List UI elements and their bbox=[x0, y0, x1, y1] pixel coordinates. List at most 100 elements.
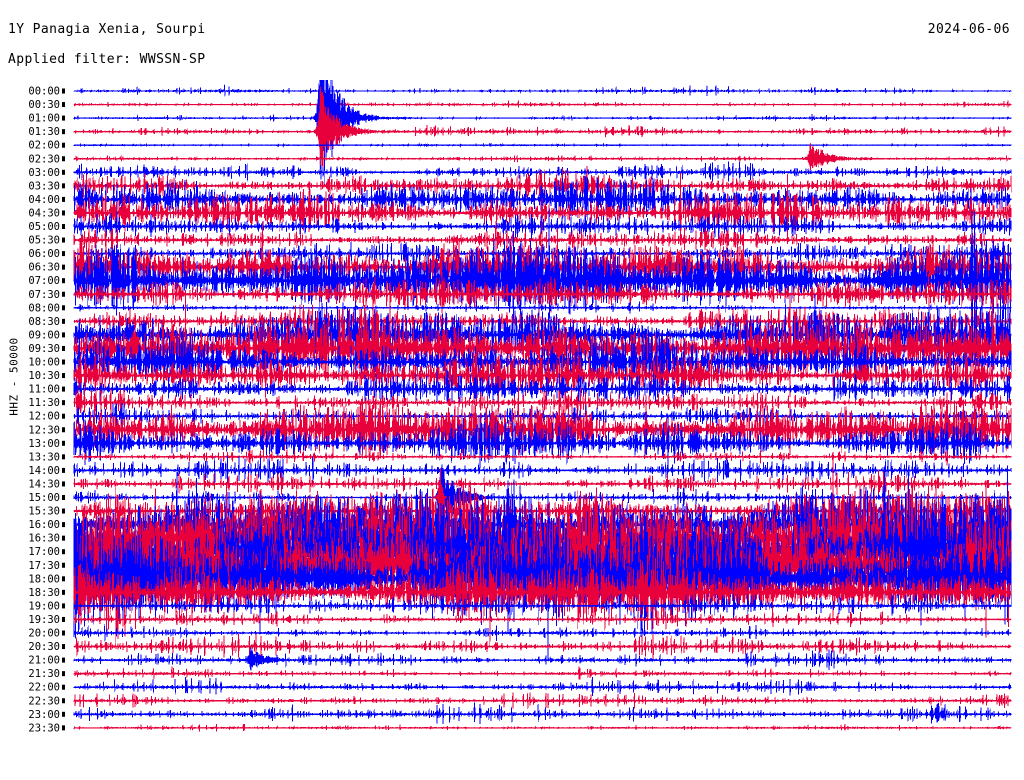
axis-tick-mark bbox=[62, 616, 65, 622]
trace-waveform bbox=[73, 84, 1012, 97]
trace-waveform bbox=[73, 145, 1012, 168]
time-tick-label: 22:30 bbox=[28, 695, 60, 707]
applied-filter-label: Applied filter: WWSSN-SP bbox=[8, 52, 206, 67]
time-tick-label: 09:30 bbox=[28, 343, 60, 355]
time-tick-label: 17:00 bbox=[28, 546, 60, 558]
axis-tick-mark bbox=[62, 549, 65, 555]
time-tick-label: 22:00 bbox=[28, 682, 60, 694]
axis-tick-mark bbox=[62, 698, 65, 704]
time-tick-label: 18:30 bbox=[28, 587, 60, 599]
trace-waveform bbox=[73, 166, 1012, 202]
time-tick-label: 01:30 bbox=[28, 126, 60, 138]
axis-tick-mark bbox=[62, 508, 65, 514]
trace-waveform bbox=[73, 175, 1012, 221]
time-tick-label: 13:30 bbox=[28, 451, 60, 463]
trace-waveform bbox=[73, 211, 1012, 240]
trace-waveform bbox=[73, 80, 1012, 186]
time-tick-label: 02:00 bbox=[28, 140, 60, 152]
trace-waveform bbox=[73, 677, 1012, 696]
trace-waveform bbox=[73, 448, 1012, 464]
trace-waveform bbox=[73, 207, 1012, 354]
axis-tick-mark bbox=[62, 535, 65, 541]
trace-waveform bbox=[73, 286, 1012, 379]
time-tick-label: 08:30 bbox=[28, 316, 60, 328]
time-tick-label: 20:00 bbox=[28, 628, 60, 640]
time-tick-label: 17:30 bbox=[28, 560, 60, 572]
time-tick-label: 05:30 bbox=[28, 235, 60, 247]
trace-waveform bbox=[73, 522, 1012, 647]
trace-waveform bbox=[73, 414, 1012, 470]
axis-tick-mark bbox=[62, 603, 65, 609]
time-tick-label: 11:00 bbox=[28, 384, 60, 396]
trace-waveform bbox=[73, 239, 1012, 267]
axis-tick-mark bbox=[62, 684, 65, 690]
axis-tick-mark bbox=[62, 156, 65, 162]
time-tick-label: 23:30 bbox=[28, 722, 60, 734]
trace-waveform bbox=[73, 647, 1012, 671]
time-tick-label: 07:30 bbox=[28, 289, 60, 301]
axis-tick-mark bbox=[62, 359, 65, 365]
trace-waveform bbox=[73, 173, 1012, 246]
axis-tick-mark bbox=[62, 129, 65, 135]
axis-tick-mark bbox=[62, 115, 65, 121]
time-tick-label: 23:00 bbox=[28, 709, 60, 721]
axis-tick-mark bbox=[62, 237, 65, 243]
axis-tick-mark bbox=[62, 142, 65, 148]
axis-tick-mark bbox=[62, 318, 65, 324]
axis-tick-mark bbox=[62, 291, 65, 297]
time-tick-label: 08:00 bbox=[28, 302, 60, 314]
axis-tick-mark bbox=[62, 251, 65, 257]
axis-tick-mark bbox=[62, 522, 65, 528]
trace-waveform bbox=[73, 666, 1012, 680]
trace-waveform bbox=[73, 633, 1012, 660]
time-tick-label: 12:30 bbox=[28, 424, 60, 436]
time-tick-label: 21:30 bbox=[28, 668, 60, 680]
axis-tick-mark bbox=[62, 576, 65, 582]
trace-waveform bbox=[73, 455, 1012, 484]
axis-tick-mark bbox=[62, 413, 65, 419]
axis-tick-mark bbox=[62, 196, 65, 202]
time-tick-label: 18:00 bbox=[28, 573, 60, 585]
axis-tick-mark bbox=[62, 224, 65, 229]
axis-tick-mark bbox=[62, 440, 65, 446]
trace-waveform bbox=[73, 161, 1012, 182]
axis-tick-mark bbox=[62, 210, 65, 216]
axis-tick-mark bbox=[62, 102, 65, 108]
trace-waveform bbox=[73, 383, 1012, 466]
trace-waveform bbox=[73, 469, 1012, 497]
time-tick-label: 14:30 bbox=[28, 478, 60, 490]
trace-waveform bbox=[73, 86, 1012, 168]
time-tick-label: 04:00 bbox=[28, 194, 60, 206]
trace-waveform bbox=[73, 301, 1012, 314]
event-spike bbox=[244, 650, 257, 668]
page-title: 1Y Panagia Xenia, Sourpi bbox=[8, 22, 206, 37]
time-tick-label: 05:00 bbox=[28, 221, 60, 233]
axis-tick-mark bbox=[62, 671, 65, 677]
event-spike bbox=[314, 86, 327, 166]
axis-tick-mark bbox=[62, 427, 65, 433]
axis-tick-mark bbox=[62, 589, 65, 595]
axis-tick-mark bbox=[62, 305, 65, 311]
trace-waveform bbox=[73, 723, 1012, 732]
trace-waveform bbox=[73, 142, 1012, 148]
trace-waveform bbox=[73, 594, 1012, 616]
time-tick-label: 19:30 bbox=[28, 614, 60, 626]
time-tick-label: 06:00 bbox=[28, 248, 60, 260]
time-tick-label: 16:30 bbox=[28, 533, 60, 545]
time-tick-label: 00:30 bbox=[28, 99, 60, 111]
time-tick-label: 13:00 bbox=[28, 438, 60, 450]
trace-waveform bbox=[73, 623, 1012, 642]
time-tick-label: 12:00 bbox=[28, 411, 60, 423]
axis-tick-mark bbox=[62, 630, 65, 636]
date-label: 2024-06-06 bbox=[927, 22, 1010, 37]
time-tick-label: 10:30 bbox=[28, 370, 60, 382]
time-tick-label: 14:00 bbox=[28, 465, 60, 477]
time-tick-label: 20:30 bbox=[28, 641, 60, 653]
time-tick-label: 09:00 bbox=[28, 329, 60, 341]
time-tick-label: 07:00 bbox=[28, 275, 60, 287]
axis-tick-mark bbox=[62, 88, 65, 94]
time-tick-label: 15:00 bbox=[28, 492, 60, 504]
trace-waveform bbox=[73, 315, 1012, 405]
axis-tick-mark bbox=[62, 657, 65, 663]
